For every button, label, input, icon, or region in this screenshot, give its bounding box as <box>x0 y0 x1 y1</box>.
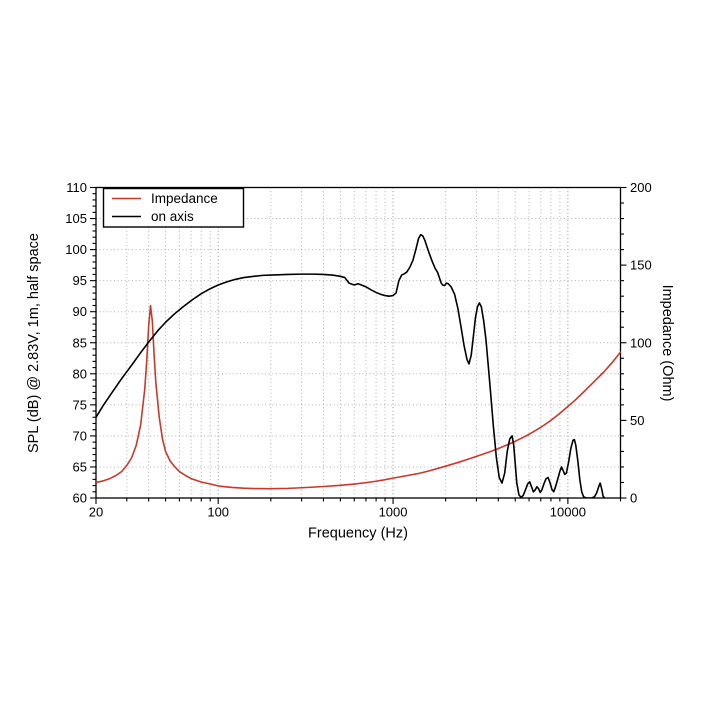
x-tick-label: 100 <box>207 505 229 520</box>
y-right-tick-label: 200 <box>630 180 652 195</box>
y-right-tick-label: 0 <box>630 491 637 506</box>
x-tick-label: 20 <box>89 505 103 520</box>
legend-label: on axis <box>151 209 194 224</box>
y-left-tick-label: 100 <box>65 242 87 257</box>
y-right-tick-label: 150 <box>630 258 652 273</box>
legend-box <box>102 187 245 228</box>
x-tick-label: 1000 <box>379 505 408 520</box>
y-left-tick-label: 65 <box>73 459 87 474</box>
y-right-tick-label: 50 <box>630 413 644 428</box>
y-left-tick-label: 75 <box>73 397 87 412</box>
y-left-tick-label: 105 <box>65 211 87 226</box>
y-left-tick-label: 110 <box>66 180 87 195</box>
x-axis-label: Frequency (Hz) <box>308 526 408 542</box>
x-tick-label: 10000 <box>550 505 586 520</box>
y-left-tick-label: 95 <box>73 273 87 288</box>
y-left-tick-label: 80 <box>73 366 87 381</box>
plot-frame <box>95 186 622 499</box>
on-axis-curve <box>96 233 606 499</box>
y-left-tick-label: 60 <box>73 491 87 506</box>
data-series <box>96 233 621 499</box>
y-left-tick-label: 70 <box>73 428 87 443</box>
legend-label: Impedance <box>151 191 218 206</box>
axes: 20 100 1000 10000 60 65 70 75 80 85 90 95 100 105 110 0… <box>65 180 651 520</box>
y-left-axis-label: SPL (dB) @ 2.83V, 1m, half space <box>26 233 42 453</box>
y-right-axis-label: Impedance (Ohm) <box>659 285 675 402</box>
y-left-tick-label: 90 <box>73 304 87 319</box>
y-right-tick-label: 100 <box>630 335 652 350</box>
gridlines <box>96 187 621 498</box>
legend: Impedance on axis <box>102 187 245 228</box>
y-left-tick-label: 85 <box>73 335 87 350</box>
impedance-curve <box>96 304 621 490</box>
